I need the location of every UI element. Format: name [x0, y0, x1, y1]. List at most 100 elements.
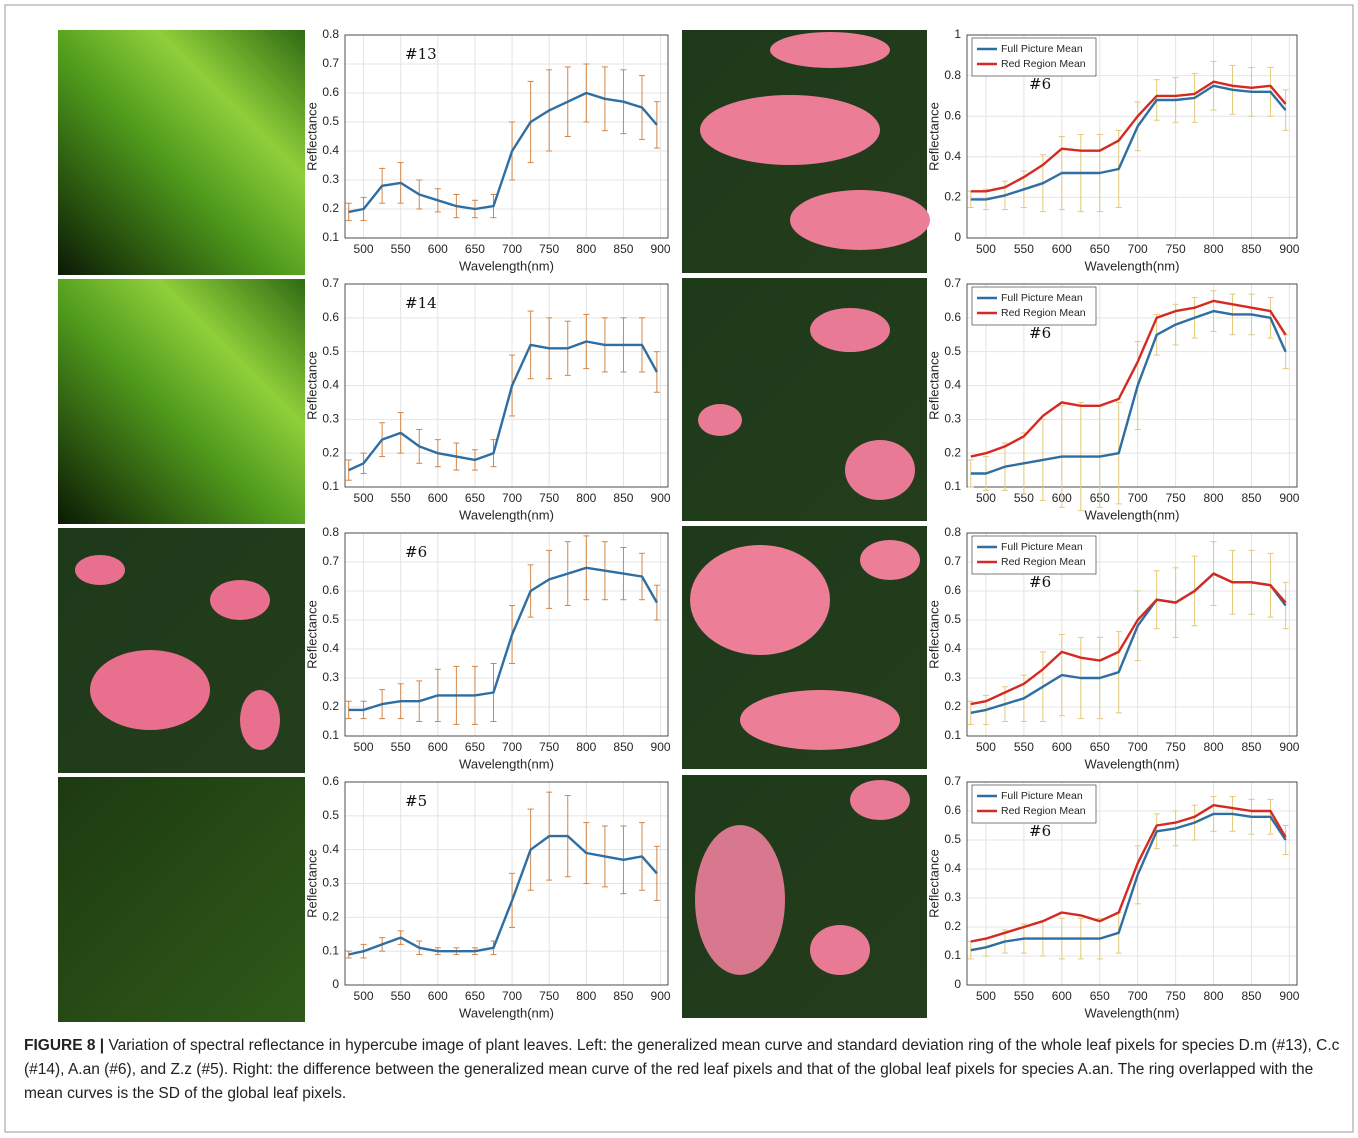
- legend-label: Full Picture Mean: [1001, 541, 1083, 553]
- annotation: #6: [1029, 324, 1051, 342]
- y-tick-label: 0.7: [322, 56, 339, 70]
- y-tick-label: 0.7: [322, 554, 339, 568]
- error-bar: [1282, 89, 1289, 131]
- legend-label: Full Picture Mean: [1001, 790, 1083, 802]
- x-tick-label: 500: [354, 740, 374, 754]
- x-tick-label: 850: [1241, 491, 1261, 505]
- annotation: #6: [405, 543, 427, 561]
- leaf-photo: [58, 279, 305, 524]
- leaf-photo: [58, 777, 305, 1022]
- x-tick-label: 650: [465, 989, 485, 1003]
- y-axis-label: Reflectance: [926, 849, 941, 918]
- x-tick-label: 600: [1052, 242, 1072, 256]
- y-tick-label: 0.5: [944, 612, 961, 626]
- y-tick-label: 0.4: [322, 143, 339, 157]
- x-tick-label: 650: [465, 491, 485, 505]
- y-tick-label: 0.8: [944, 68, 961, 82]
- y-tick-label: 0.1: [944, 479, 961, 493]
- series-line: [970, 812, 1287, 952]
- leaf-photo: [58, 30, 305, 275]
- x-tick-label: 900: [1279, 989, 1299, 1003]
- x-tick-label: 650: [1090, 242, 1110, 256]
- y-tick-label: 0.3: [322, 670, 339, 684]
- leaf-photo: [682, 278, 927, 521]
- x-tick-label: 600: [428, 242, 448, 256]
- x-tick-label: 550: [391, 740, 411, 754]
- y-tick-label: 0.1: [322, 230, 339, 244]
- legend-label: Full Picture Mean: [1001, 43, 1083, 55]
- x-tick-label: 900: [1279, 740, 1299, 754]
- series-line: [348, 91, 658, 214]
- x-tick-label: 850: [613, 740, 633, 754]
- x-axis-label: Wavelength(nm): [1085, 258, 1180, 273]
- series-line: [970, 80, 1287, 193]
- x-tick-label: 750: [539, 242, 559, 256]
- y-tick-label: 0.8: [944, 525, 961, 539]
- legend-box: [971, 286, 1097, 326]
- x-tick-label: 600: [1052, 740, 1072, 754]
- y-tick-label: 0.5: [322, 114, 339, 128]
- photos: [58, 30, 930, 1022]
- x-tick-label: 850: [1241, 989, 1261, 1003]
- y-tick-label: 0.2: [944, 919, 961, 933]
- series-line: [970, 299, 1287, 458]
- y-tick-label: 0.6: [944, 310, 961, 324]
- y-axis-label: Reflectance: [304, 849, 319, 918]
- legend-label: Red Region Mean: [1001, 307, 1086, 319]
- x-tick-label: 850: [1241, 242, 1261, 256]
- x-tick-label: 550: [1014, 491, 1034, 505]
- y-axis-label: Reflectance: [926, 600, 941, 669]
- x-tick-label: 550: [391, 242, 411, 256]
- x-tick-label: 500: [354, 989, 374, 1003]
- y-tick-label: 1: [954, 27, 961, 41]
- x-tick-label: 850: [1241, 740, 1261, 754]
- y-tick-label: 0: [954, 230, 961, 244]
- x-tick-label: 500: [976, 491, 996, 505]
- y-tick-label: 0.4: [322, 378, 339, 392]
- y-tick-label: 0.7: [944, 276, 961, 290]
- caption-label: FIGURE 8 |: [24, 1037, 105, 1054]
- y-tick-label: 0.1: [944, 728, 961, 742]
- x-tick-label: 900: [1279, 491, 1299, 505]
- x-tick-label: 750: [539, 740, 559, 754]
- x-axis-label: Wavelength(nm): [459, 1005, 554, 1020]
- x-tick-label: 600: [428, 740, 448, 754]
- axes-box: [966, 283, 1298, 488]
- axes-box: [344, 283, 669, 488]
- legend-box: [971, 784, 1097, 824]
- chart: 0.1 0.2 0.3 0.4 0.5 0.6 0.7 0.8 500 550 600 650 700 7…: [926, 525, 1299, 771]
- caption-text: Variation of spectral reflectance in hyp…: [24, 1037, 1340, 1102]
- y-tick-label: 0.2: [322, 699, 339, 713]
- y-tick-label: 0: [332, 977, 339, 991]
- y-tick-label: 0.8: [322, 525, 339, 539]
- axes-box: [966, 532, 1298, 737]
- y-axis-label: Reflectance: [926, 102, 941, 171]
- x-tick-label: 700: [502, 242, 522, 256]
- series-line: [348, 340, 658, 472]
- y-tick-label: 0.3: [944, 412, 961, 426]
- y-tick-label: 0.2: [322, 445, 339, 459]
- chart: 0.1 0.2 0.3 0.4 0.5 0.6 0.7 0.8 500 550 600 650 700 7…: [304, 525, 670, 771]
- legend-label: Red Region Mean: [1001, 58, 1086, 70]
- axes-box: [344, 532, 669, 737]
- y-tick-label: 0.3: [322, 876, 339, 890]
- series-line: [970, 84, 1287, 201]
- x-tick-label: 750: [1166, 242, 1186, 256]
- x-tick-label: 550: [1014, 740, 1034, 754]
- x-tick-label: 500: [354, 491, 374, 505]
- y-tick-label: 0.7: [944, 554, 961, 568]
- y-tick-label: 0.7: [322, 276, 339, 290]
- x-tick-label: 600: [428, 989, 448, 1003]
- y-tick-label: 0.2: [944, 190, 961, 204]
- leaf-photo: [682, 526, 927, 769]
- x-tick-label: 800: [576, 989, 596, 1003]
- y-tick-label: 0: [954, 977, 961, 991]
- axes-box: [344, 34, 669, 239]
- x-tick-label: 500: [976, 740, 996, 754]
- annotation: #6: [1029, 75, 1051, 93]
- y-axis-label: Reflectance: [304, 600, 319, 669]
- x-tick-label: 750: [539, 491, 559, 505]
- x-tick-label: 700: [1128, 740, 1148, 754]
